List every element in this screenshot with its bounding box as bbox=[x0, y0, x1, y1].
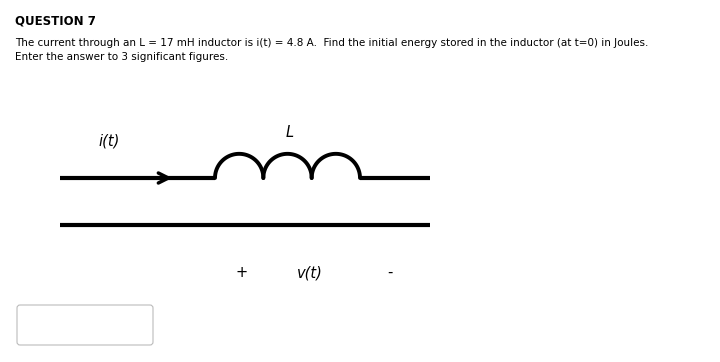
Text: Enter the answer to 3 significant figures.: Enter the answer to 3 significant figure… bbox=[15, 52, 228, 62]
Text: L: L bbox=[286, 125, 294, 140]
Text: The current through an L = 17 mH inductor is i(t) = 4.8 A.  Find the initial ene: The current through an L = 17 mH inducto… bbox=[15, 38, 649, 48]
Text: v(t): v(t) bbox=[297, 265, 323, 280]
Text: QUESTION 7: QUESTION 7 bbox=[15, 15, 96, 28]
Text: i(t): i(t) bbox=[98, 133, 120, 148]
Text: -: - bbox=[387, 265, 392, 280]
Text: +: + bbox=[236, 265, 248, 280]
FancyBboxPatch shape bbox=[17, 305, 153, 345]
